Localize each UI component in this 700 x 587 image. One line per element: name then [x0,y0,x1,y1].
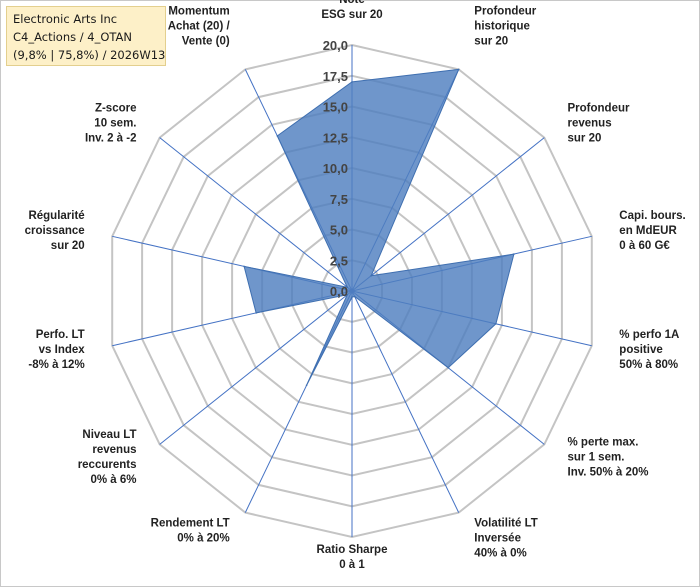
series-point [353,295,356,298]
tick-label: 10,0 [323,161,348,176]
series-point [346,294,349,296]
axis-label: Ratio Sharpe 0 à 1 [317,544,388,571]
tick-label: 17,5 [323,69,348,84]
series-point [513,253,515,255]
series-area [243,68,515,386]
title-line-stats: (9,8% | 75,8%) / 2026W13 [13,48,166,62]
tick-label: 5,0 [330,223,348,238]
series-point [243,265,245,268]
tick-label: 0,0 [330,284,348,299]
axis-label: Perfo. LT vs Index -8% à 12% [28,329,85,371]
series-point [255,312,257,314]
series-point [351,81,353,83]
axis-spoke [351,290,460,513]
series-point [305,384,308,387]
tick-label: 15,0 [323,100,348,115]
axis-spoke [351,137,545,292]
series-point [370,274,373,277]
axis-label: % perfo 1A positive 50% à 80% [619,329,679,371]
axis-label: Capi. bours. en MdEUR 0 à 60 G€ [619,210,685,252]
radar-series [243,68,515,387]
axis-label: Rendement LT 0% à 20% [151,518,230,545]
series-point [351,296,353,298]
tick-label: 12,5 [323,130,348,145]
tick-label: 7,5 [330,192,348,207]
axis-label: Note ESG sur 20 [321,0,382,21]
series-point [346,286,349,289]
radar-tick-labels: 0,0 2,5 5,0 7,5 10,0 12,5 15,0 17,5 20,0 [323,38,348,299]
axis-label: Volatilité LT Inversée 40% à 0% [474,518,537,560]
axis-label: Momentum Achat (20) / Vente (0) [168,6,231,48]
series-point [457,68,460,71]
axis-label: Régularité croissance sur 20 [25,210,85,252]
tick-label: 2,5 [330,253,348,268]
axis-label: % perte max. sur 1 sem. Inv. 50% à 20% [568,437,649,479]
axis-spoke [159,137,353,292]
radar-axis-labels: Note ESG sur 20 Profondeur historique sur 20… [25,0,686,571]
axis-label: Profondeur revenus sur 20 [568,102,630,144]
title-line-category: C4_Actions / 4_OTAN [13,30,133,44]
title-line-company: Electronic Arts Inc [13,12,118,26]
title-box: Electronic Arts Inc C4_Actions / 4_OTAN … [6,6,166,66]
tick-label: 20,0 [323,38,348,53]
series-point [276,135,279,137]
series-point [447,366,450,369]
axis-label: Profondeur historique sur 20 [474,6,536,48]
axis-spoke [159,290,353,445]
axis-label: Niveau LT revenus reccurents 0% à 6% [78,429,137,486]
series-point [495,323,497,325]
axis-label: Z-score 10 sem. Inv. 2 à -2 [85,102,137,144]
